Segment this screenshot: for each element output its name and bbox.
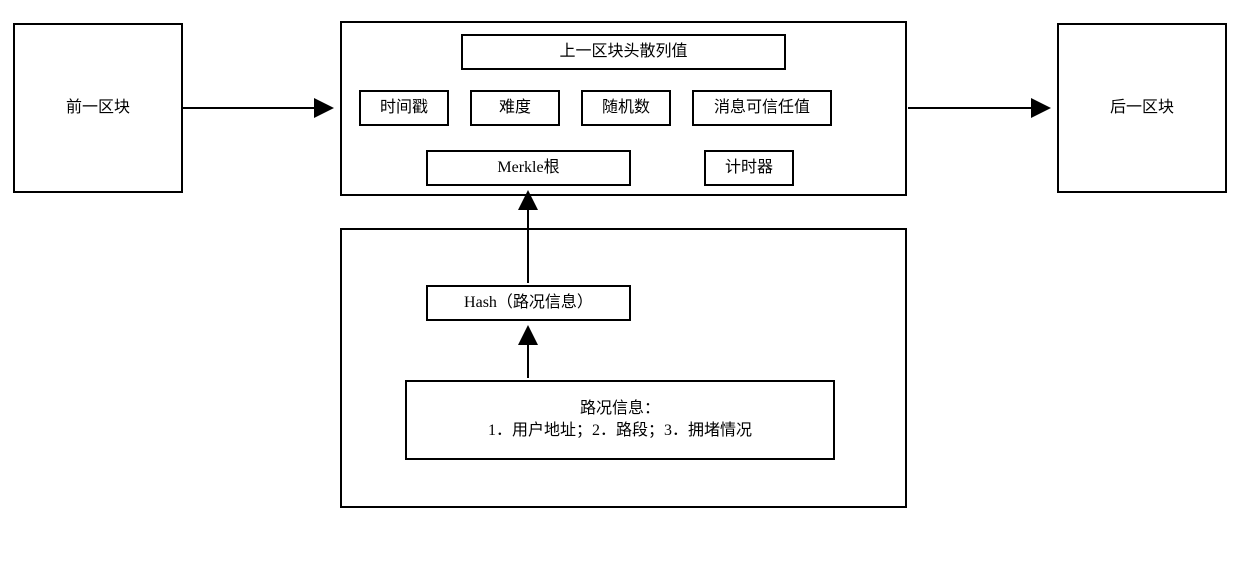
prev-block-label: 前一区块 xyxy=(66,97,130,119)
road-info-line2: 1．用户地址；2．路段；3．拥堵情况 xyxy=(488,420,752,442)
arrow-prev-to-header xyxy=(183,98,340,118)
road-info-line1: 路况信息： xyxy=(580,398,660,420)
timer-label: 计时器 xyxy=(725,157,773,179)
difficulty-node: 难度 xyxy=(470,90,560,126)
trust-value-node: 消息可信任值 xyxy=(692,90,832,126)
merkle-root-label: Merkle根 xyxy=(497,157,559,179)
hash-info-node: Hash（路况信息） xyxy=(426,285,631,321)
merkle-root-node: Merkle根 xyxy=(426,150,631,186)
timer-node: 计时器 xyxy=(704,150,794,186)
road-info-node: 路况信息： 1．用户地址；2．路段；3．拥堵情况 xyxy=(405,380,835,460)
timestamp-label: 时间戳 xyxy=(380,97,428,119)
nonce-label: 随机数 xyxy=(602,97,650,119)
arrow-road-to-hash xyxy=(518,321,538,380)
hash-info-label: Hash（路况信息） xyxy=(464,292,593,314)
timestamp-node: 时间戳 xyxy=(359,90,449,126)
nonce-node: 随机数 xyxy=(581,90,671,126)
next-block-node: 后一区块 xyxy=(1057,23,1227,193)
block-body-container xyxy=(340,228,907,508)
arrow-hash-to-merkle xyxy=(518,186,538,285)
arrow-header-to-next xyxy=(908,98,1057,118)
next-block-label: 后一区块 xyxy=(1110,97,1174,119)
trust-value-label: 消息可信任值 xyxy=(714,97,810,119)
prev-hash-label: 上一区块头散列值 xyxy=(559,41,687,63)
difficulty-label: 难度 xyxy=(499,97,531,119)
prev-hash-node: 上一区块头散列值 xyxy=(461,34,786,70)
prev-block-node: 前一区块 xyxy=(13,23,183,193)
